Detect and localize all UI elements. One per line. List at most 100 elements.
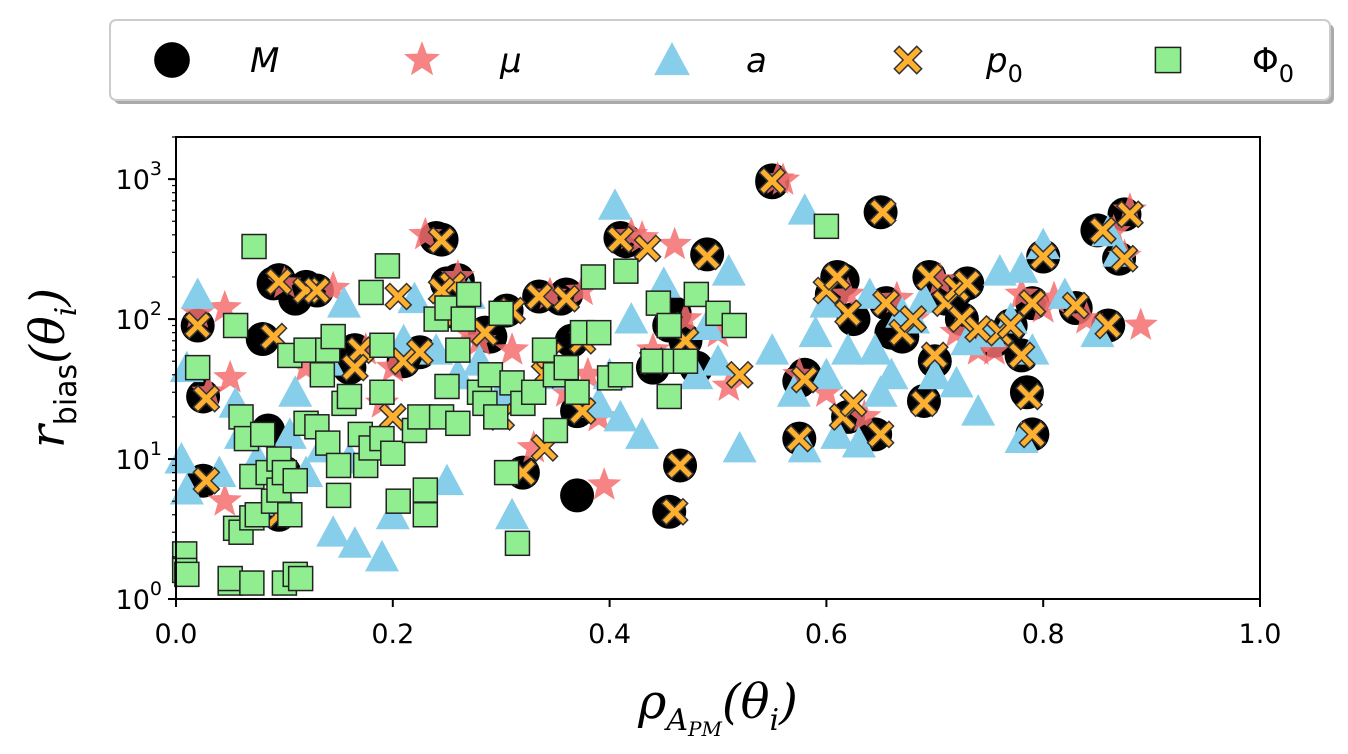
data-point	[613, 258, 639, 284]
data-point	[1004, 421, 1039, 454]
data-point	[217, 565, 243, 592]
data-point	[192, 466, 221, 495]
data-point	[645, 290, 672, 316]
data-point	[169, 473, 204, 505]
y-axis-title-sub: bias	[49, 364, 84, 425]
data-point	[813, 213, 840, 240]
x-tick-label: 0.8	[1022, 619, 1065, 650]
data-point	[207, 483, 242, 516]
legend-marker-star	[404, 41, 440, 76]
data-point	[346, 336, 375, 365]
data-point	[560, 478, 595, 513]
data-point	[581, 386, 616, 418]
data-point	[364, 539, 399, 572]
legend-label: M	[250, 41, 279, 81]
data-point	[721, 312, 748, 339]
data-point	[552, 284, 581, 313]
data-point	[1088, 216, 1117, 245]
data-point	[953, 269, 982, 298]
data-point	[542, 417, 569, 444]
legend-marker-x	[893, 45, 923, 75]
data-point	[531, 337, 558, 363]
series-layer	[164, 161, 1158, 596]
data-point	[1123, 307, 1158, 341]
data-point	[668, 301, 703, 334]
data-point	[455, 281, 482, 308]
data-point	[288, 349, 324, 383]
data-point	[337, 526, 372, 558]
data-point	[839, 389, 868, 418]
legend-label-main: μ	[499, 41, 522, 81]
data-point	[586, 319, 612, 346]
legend-label: p0	[985, 41, 1023, 88]
data-point	[1018, 289, 1047, 318]
data-point	[906, 281, 941, 314]
data-point	[787, 193, 822, 225]
data-point	[996, 311, 1025, 340]
data-point	[871, 289, 901, 318]
data-point	[977, 332, 1012, 365]
x-axis-title-arg: (θ	[722, 674, 770, 730]
data-point	[570, 356, 606, 390]
data-point	[516, 429, 551, 463]
x-axis-title-subsub: PM	[687, 717, 722, 741]
data-point	[1094, 311, 1123, 340]
data-point	[834, 299, 863, 328]
y-tick-base: 10	[116, 165, 150, 196]
data-point	[640, 348, 666, 374]
data-point	[427, 226, 456, 255]
data-point	[820, 417, 855, 449]
y-tick-label: 102	[116, 298, 162, 336]
data-point	[831, 333, 866, 365]
data-point	[1018, 420, 1047, 449]
data-point	[1112, 192, 1148, 225]
data-point	[964, 314, 993, 344]
x-tick-label: 0.0	[155, 619, 198, 650]
data-point	[917, 357, 952, 390]
data-point	[863, 375, 898, 407]
data-point	[656, 383, 682, 410]
x-axis-title-arg-sub: i	[770, 703, 780, 738]
legend-label-main: Φ	[1252, 41, 1279, 81]
legend-label-sub: 0	[1279, 60, 1294, 88]
data-point	[164, 442, 199, 474]
data-point	[385, 488, 411, 514]
data-point	[249, 421, 276, 448]
data-point	[722, 430, 757, 463]
data-point	[493, 459, 520, 486]
data-point	[635, 332, 671, 365]
y-tick-exp: 1	[150, 438, 162, 460]
data-point	[316, 515, 351, 547]
data-point	[277, 501, 303, 528]
data-point	[693, 242, 722, 271]
data-point	[868, 198, 897, 227]
y-axis-title-main: r	[20, 422, 76, 448]
data-point	[488, 300, 514, 327]
data-point	[477, 362, 504, 388]
data-point	[598, 188, 633, 220]
data-point	[790, 365, 819, 394]
legend-marker-square	[1154, 46, 1182, 74]
data-point	[445, 337, 471, 363]
data-point	[580, 264, 607, 290]
data-point	[520, 379, 547, 406]
data-point	[657, 226, 692, 260]
data-point	[830, 276, 866, 309]
data-point	[1115, 200, 1144, 229]
x-axis-title-main: ρ	[637, 674, 666, 730]
data-point	[180, 295, 215, 328]
data-point	[244, 501, 271, 528]
data-point	[1007, 341, 1036, 370]
data-point	[378, 402, 407, 431]
data-point	[272, 417, 307, 449]
data-point	[798, 315, 833, 348]
data-point	[241, 233, 267, 260]
data-point	[282, 467, 308, 494]
data-point	[625, 219, 660, 253]
legend-label-main: a	[746, 41, 767, 81]
y-tick-label: 103	[116, 158, 162, 196]
